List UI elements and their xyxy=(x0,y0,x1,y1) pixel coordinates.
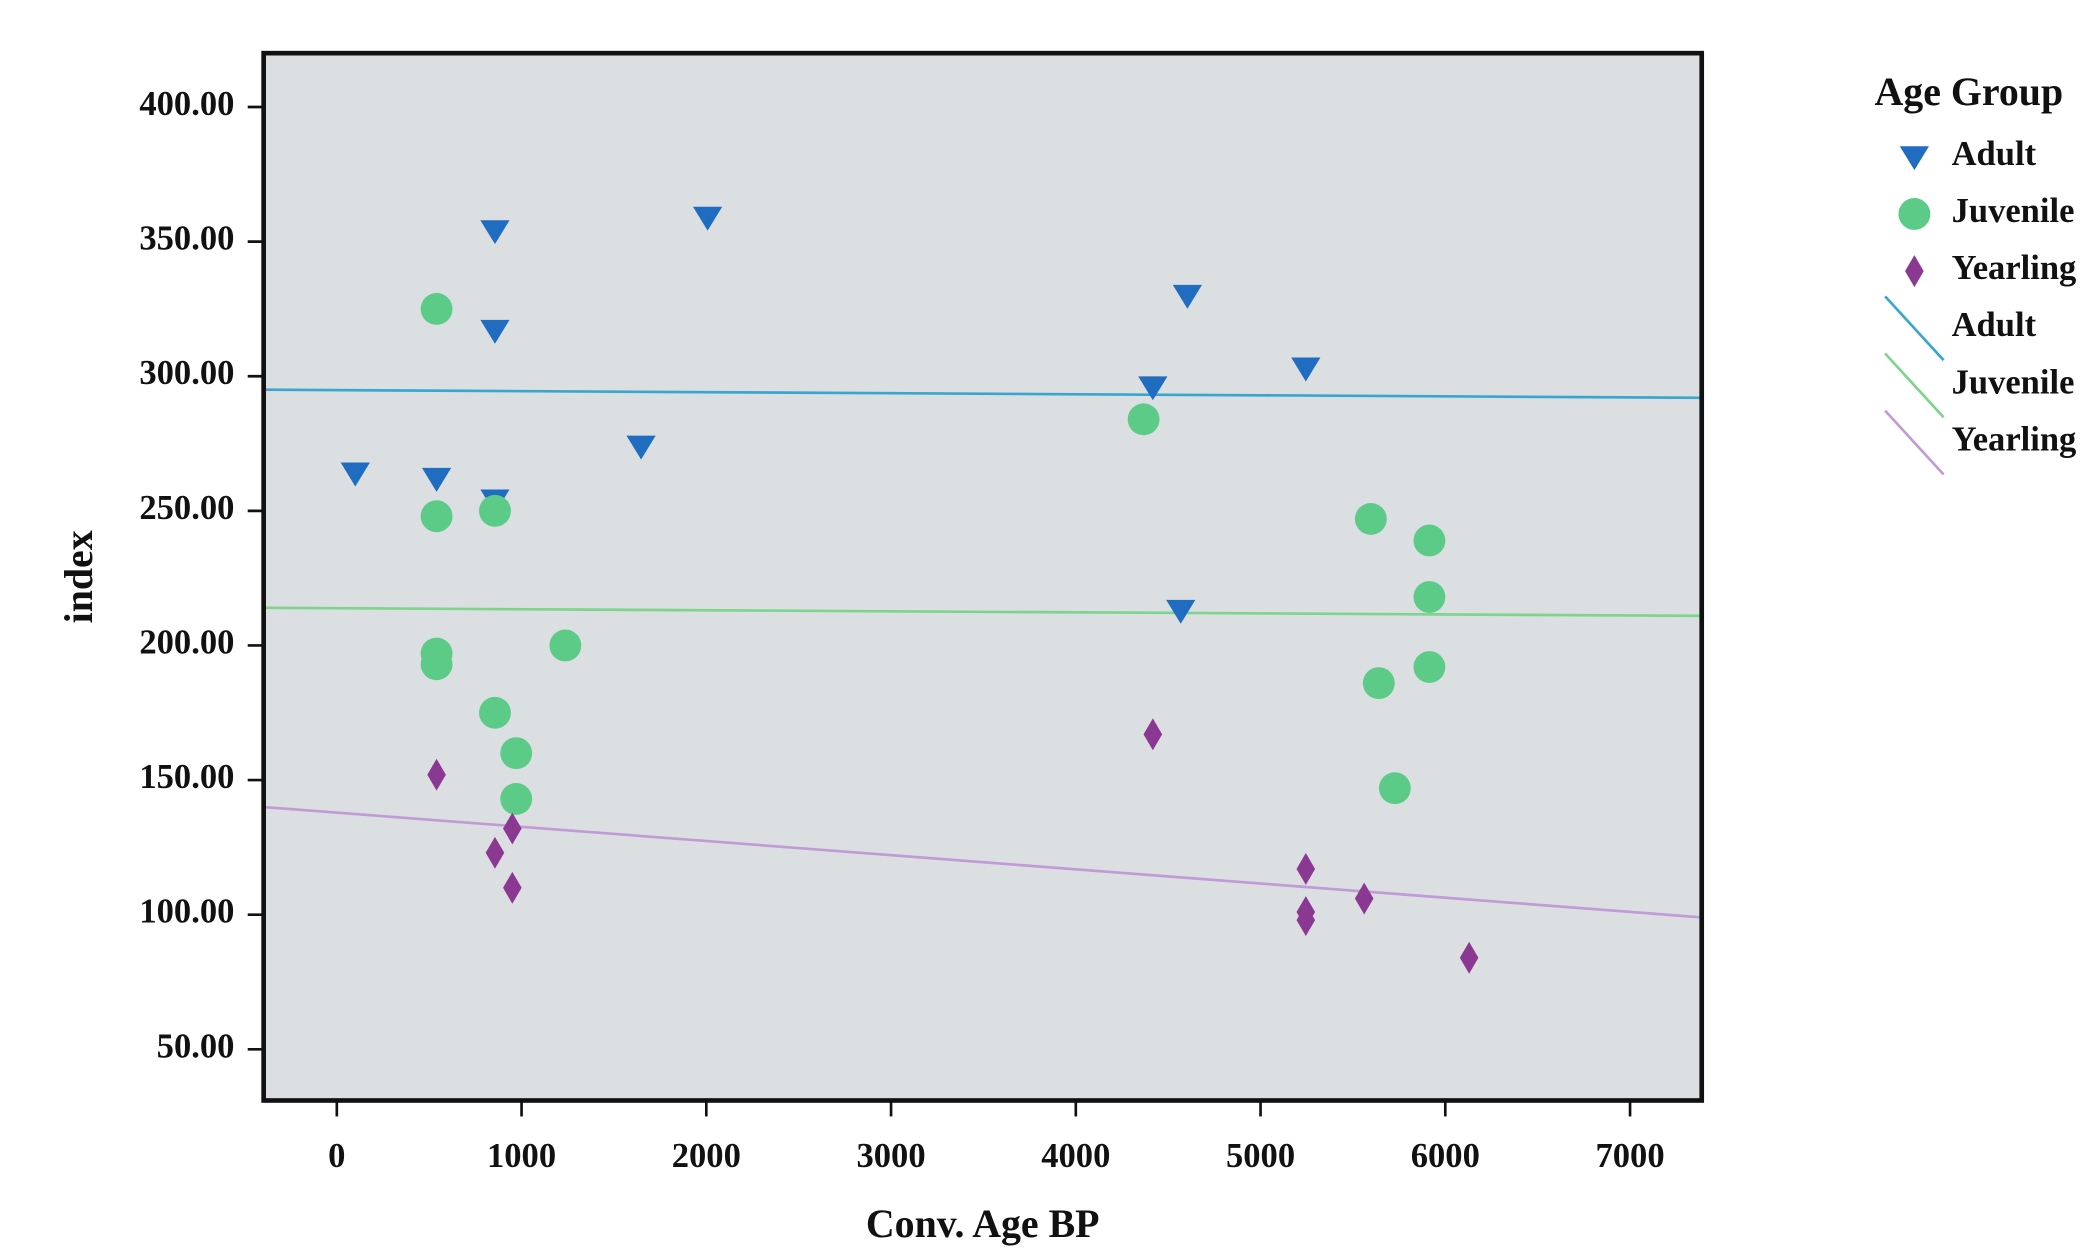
point xyxy=(1413,651,1446,683)
point xyxy=(1459,941,1479,974)
point xyxy=(692,206,723,231)
legend-label: Yearling xyxy=(1952,421,2077,459)
y-tick-label: 150.00 xyxy=(139,758,234,796)
point xyxy=(480,319,510,344)
y-tick-label: 350.00 xyxy=(139,220,234,258)
y-tick-label: 50.00 xyxy=(157,1027,235,1065)
y-tick-label: 200.00 xyxy=(139,623,234,661)
legend-line xyxy=(1884,352,1945,419)
legend-marker xyxy=(1898,198,1931,230)
legend-line xyxy=(1884,409,1945,476)
point xyxy=(626,435,656,460)
point xyxy=(427,758,446,791)
fit-line xyxy=(263,388,1702,400)
fit-line xyxy=(263,606,1702,618)
point xyxy=(421,467,452,492)
legend-label: Juvenile xyxy=(1952,192,2075,230)
legend-marker xyxy=(1905,255,1924,288)
x-tick-label: 3000 xyxy=(857,1137,926,1175)
point xyxy=(500,782,533,815)
x-tick-label: 1000 xyxy=(487,1137,556,1175)
point xyxy=(1362,667,1395,700)
point xyxy=(549,629,582,662)
point xyxy=(1138,376,1168,401)
legend-marker xyxy=(1899,146,1930,171)
point xyxy=(420,500,453,533)
point xyxy=(480,220,510,245)
point xyxy=(1378,772,1411,805)
point xyxy=(485,836,505,869)
legend-label: Juvenile xyxy=(1952,363,2075,401)
y-tick-label: 300.00 xyxy=(139,354,234,392)
point xyxy=(1166,599,1196,624)
point xyxy=(479,696,511,729)
point xyxy=(340,462,370,487)
point xyxy=(420,292,453,325)
legend-label: Adult xyxy=(1952,306,2037,344)
legend-title: Age Group xyxy=(1875,69,2064,114)
x-tick-label: 4000 xyxy=(1041,1137,1110,1175)
point xyxy=(1172,284,1203,309)
legend-label: Adult xyxy=(1952,135,2037,173)
point xyxy=(420,648,453,681)
point xyxy=(1127,403,1160,436)
x-tick-label: 5000 xyxy=(1226,1137,1295,1175)
plot-area xyxy=(263,53,1702,1101)
point xyxy=(1354,882,1374,915)
y-tick-label: 400.00 xyxy=(139,85,234,123)
legend-label: Yearling xyxy=(1952,249,2077,287)
plot-frame xyxy=(261,50,1705,1103)
point xyxy=(500,737,533,770)
y-tick-label: 250.00 xyxy=(139,489,234,527)
point xyxy=(1413,524,1446,557)
point xyxy=(1291,357,1321,382)
x-tick-label: 6000 xyxy=(1411,1137,1480,1175)
y-axis-label: index xyxy=(56,530,101,623)
x-tick-label: 0 xyxy=(328,1137,345,1175)
point xyxy=(1413,581,1446,613)
legend-line xyxy=(1884,295,1945,362)
x-tick-label: 2000 xyxy=(672,1137,741,1175)
x-tick-label: 7000 xyxy=(1595,1137,1664,1175)
point xyxy=(1354,502,1387,535)
x-axis-label: Conv. Age BP xyxy=(866,1201,1100,1246)
fit-line xyxy=(263,805,1702,919)
point xyxy=(479,494,511,527)
y-tick-label: 100.00 xyxy=(139,893,234,931)
